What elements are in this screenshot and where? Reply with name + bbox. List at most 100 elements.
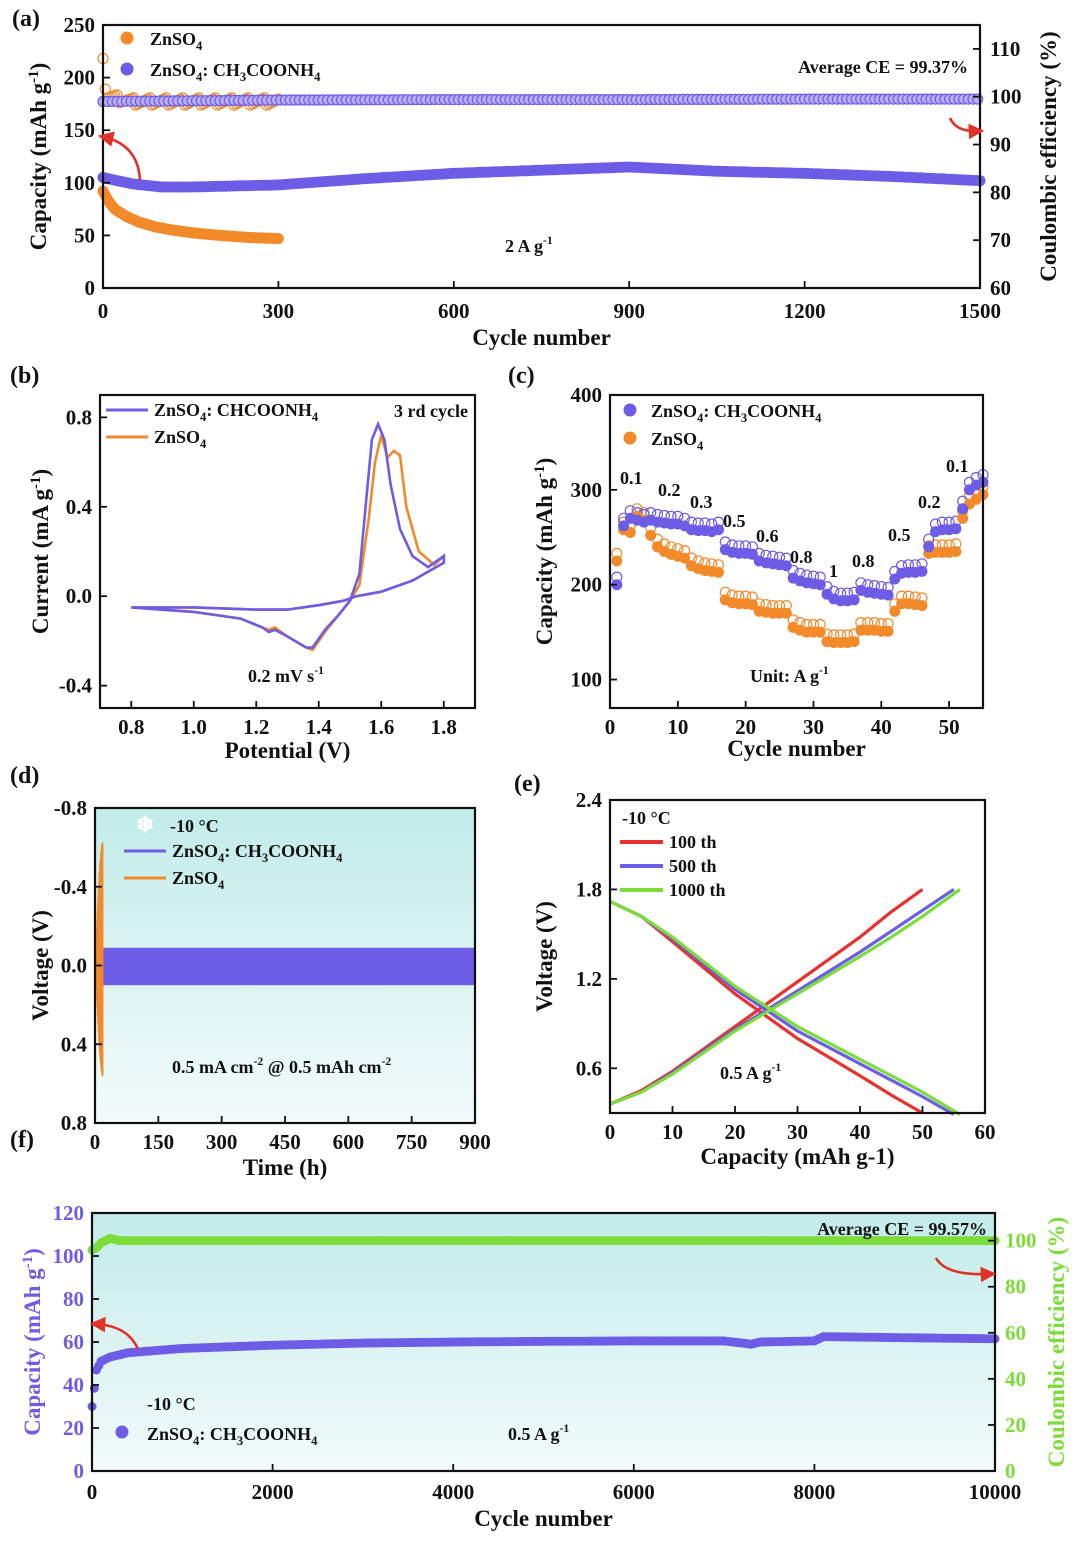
- y-tick-label: 0.6: [576, 1056, 602, 1080]
- y-tick-label: 0.8: [61, 1111, 87, 1135]
- x-tick-label: 10: [667, 715, 688, 739]
- rate-label: 0.8: [852, 551, 875, 571]
- x-tick-label: 1.8: [431, 715, 457, 739]
- capacity-ch3coonh4-point: [780, 560, 792, 572]
- y-axis-label: Voltage (V): [532, 901, 557, 1012]
- y2-tick-label: 0: [1005, 1459, 1016, 1483]
- legend-label-znso4: ZnSO4: [150, 29, 203, 53]
- legend-label-500th: 500 th: [669, 856, 717, 876]
- x-tick-label: 600: [438, 299, 470, 323]
- x-tick-label: 0.8: [118, 715, 144, 739]
- panel-b: 0.8 1.0 1.2 1.4 1.6 1.8 -0.4 0.0 0.4 0.8 Potential…: [10, 363, 477, 763]
- rate-label: 0.6: [756, 526, 779, 546]
- panel-label: (a): [12, 6, 40, 32]
- x-tick-label: 20: [725, 1120, 746, 1144]
- x-tick-label: 150: [143, 1130, 175, 1154]
- x-tick-label: 4000: [432, 1480, 474, 1504]
- plot-frame: [608, 393, 985, 710]
- legend-label-ch3coonh4: ZnSO4: CH3COONH4: [150, 60, 321, 84]
- curve-1000-th-discharge: [609, 899, 961, 1116]
- rate-annotation: 0.5 A g-1: [720, 1061, 781, 1083]
- x-tick-label: 0: [87, 1480, 98, 1504]
- legend-label-ch3coonh4: ZnSO4: CH3COONH4: [147, 1424, 318, 1448]
- panel-label: (d): [10, 763, 39, 789]
- legend-marker-ch3coonh4: [623, 403, 637, 417]
- x-tick-label: 600: [333, 1130, 365, 1154]
- cv-curve-ch3coonh4: [131, 420, 446, 649]
- y2-tick-label: 60: [990, 276, 1011, 300]
- cycle-annotation: 3 rd cycle: [394, 401, 468, 421]
- y-tick-label: 1.8: [576, 877, 602, 901]
- x-tick-label: 1.6: [368, 715, 394, 739]
- capacity-znso4-point: [957, 512, 969, 524]
- panel-a: 0 300 600 900 1200 1500 0 50 100 150 200 250 60 70 80 9…: [12, 6, 1061, 350]
- unit-annotation: Unit: A g-1: [750, 664, 829, 686]
- x-tick-label: 300: [263, 299, 295, 323]
- y-tick-label: 0.0: [61, 954, 87, 978]
- capacity-ch3coonh4-point: [950, 523, 962, 535]
- y-axis-label: Capacity (mAh g-1): [26, 63, 51, 251]
- y-tick-label: 1.2: [576, 967, 602, 991]
- x-tick-label: 10000: [969, 1480, 1022, 1504]
- y-tick-label: 0.4: [61, 1032, 88, 1056]
- panel-c: 0 10 20 30 40 50 100 200 300 400 Cycle number Capac…: [508, 363, 989, 761]
- y-axis-label: Current (mA g-1): [28, 469, 53, 634]
- y-tick-label: 40: [63, 1373, 84, 1397]
- x-tick-label: 30: [803, 715, 824, 739]
- plot-frame: [98, 393, 477, 710]
- rate-label: 0.5: [723, 511, 746, 531]
- x-tick-label: 40: [850, 1120, 871, 1144]
- x-tick-label: 40: [871, 715, 892, 739]
- legend-label-ch3coonh4: ZnSO4: CHCOONH4: [154, 400, 319, 424]
- y-tick-label: 60: [63, 1330, 84, 1354]
- y2-tick-label: 100: [1005, 1229, 1037, 1253]
- x-tick-label: 1200: [784, 299, 826, 323]
- current-density-annotation: 2 A g-1: [505, 234, 553, 256]
- curve-500-th-charge: [609, 888, 955, 1106]
- x-axis-label: Cycle number: [474, 1506, 613, 1531]
- average-ce-annotation: Average CE = 99.57%: [817, 1219, 987, 1239]
- y-tick-label: -0.4: [59, 674, 93, 698]
- y-axis-label: Capacity (mAh g-1): [532, 458, 557, 646]
- legend-label-100th: 100 th: [669, 832, 717, 852]
- rate-label: 0.2: [658, 480, 681, 500]
- rate-annotation: 0.5 A g-1: [508, 1422, 569, 1444]
- capacity-znso4-point: [679, 552, 691, 564]
- panel-label: (f): [10, 1127, 34, 1153]
- y-tick-label: 200: [64, 66, 96, 90]
- cv-curve-znso4: [131, 434, 446, 652]
- capacity-znso4-point: [950, 546, 962, 557]
- panel-f: 0 2000 4000 6000 8000 10000020406080100120020…: [10, 1127, 1069, 1531]
- plot-frame: [608, 798, 987, 1115]
- panel-e: 0 10 20 30 40 50 60 0.6 1.2 1.8 2.4 Capacity (mAh g…: [514, 771, 996, 1169]
- y-tick-label: 0.4: [66, 495, 93, 519]
- plot-frame: [101, 23, 982, 290]
- capacity-ch3coonh4-point: [713, 524, 724, 536]
- x-tick-label: 900: [459, 1130, 491, 1154]
- x-axis-label: Cycle number: [727, 736, 866, 761]
- curve-1000-th-charge: [609, 888, 961, 1106]
- x-tick-label: 1.2: [243, 715, 269, 739]
- legend-label-temperature: -10 °C: [622, 808, 671, 828]
- y2-axis-label: Coulombic efficiency (%): [1036, 31, 1061, 281]
- y-tick-label: 2.4: [576, 788, 603, 812]
- panel-label: (b): [10, 363, 39, 389]
- legend-label-temperature: -10 °C: [147, 1394, 196, 1414]
- voltage-band-ch3coonh4: [95, 947, 475, 986]
- capacity-ch3coonh4-point: [618, 520, 630, 532]
- rate-label: 0.2: [918, 492, 941, 512]
- y2-tick-label: 40: [1005, 1367, 1026, 1391]
- legend-marker-znso4: [120, 31, 134, 45]
- y2-tick-label: 80: [1005, 1275, 1026, 1299]
- y2-tick-label: 80: [990, 180, 1011, 204]
- x-tick-label: 0: [90, 1130, 101, 1154]
- rate-label: 0.5: [888, 525, 911, 545]
- x-tick-label: 2000: [252, 1480, 294, 1504]
- y-tick-label: 50: [74, 223, 95, 247]
- capacity-znso4-point: [713, 566, 724, 578]
- legend-marker-ch3coonh4: [120, 62, 134, 76]
- x-axis-label: Capacity (mAh g-1): [700, 1144, 894, 1169]
- x-tick-label: 8000: [793, 1480, 835, 1504]
- capacity-ch3coonh4-point: [882, 589, 894, 601]
- capacity-znso4-point: [611, 555, 623, 567]
